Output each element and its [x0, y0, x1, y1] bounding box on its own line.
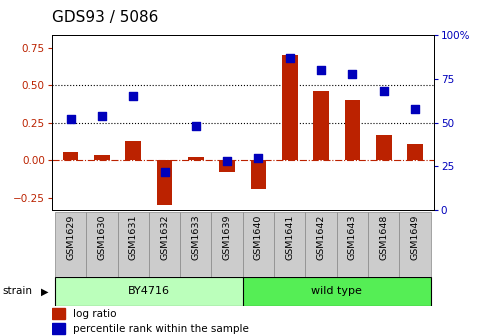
Bar: [157, 160, 173, 205]
Bar: [63, 152, 78, 160]
Bar: [368, 212, 399, 277]
Bar: [337, 212, 368, 277]
Point: [286, 55, 294, 61]
Bar: [313, 91, 329, 160]
Text: GSM1648: GSM1648: [379, 214, 388, 260]
Text: GSM1641: GSM1641: [285, 214, 294, 260]
Text: GSM1630: GSM1630: [98, 214, 106, 260]
Bar: [399, 212, 431, 277]
Text: GSM1631: GSM1631: [129, 214, 138, 260]
Bar: [52, 323, 65, 335]
Bar: [125, 141, 141, 160]
Text: strain: strain: [2, 287, 33, 296]
Bar: [117, 212, 149, 277]
Point: [67, 117, 74, 122]
Bar: [86, 212, 117, 277]
Bar: [250, 160, 266, 188]
Bar: [243, 277, 431, 306]
Bar: [94, 155, 110, 160]
Point: [349, 71, 356, 76]
Bar: [211, 212, 243, 277]
Text: GSM1642: GSM1642: [317, 214, 325, 260]
Bar: [243, 212, 274, 277]
Text: percentile rank within the sample: percentile rank within the sample: [73, 324, 248, 334]
Point: [317, 68, 325, 73]
Bar: [180, 212, 211, 277]
Bar: [52, 308, 65, 319]
Text: GSM1629: GSM1629: [66, 214, 75, 260]
Point: [161, 169, 169, 174]
Text: GSM1639: GSM1639: [223, 214, 232, 260]
Point: [129, 94, 137, 99]
Text: GSM1649: GSM1649: [411, 214, 420, 260]
Bar: [345, 100, 360, 160]
Bar: [306, 212, 337, 277]
Bar: [376, 135, 391, 160]
Bar: [274, 212, 306, 277]
Bar: [55, 277, 258, 306]
Text: ▶: ▶: [41, 287, 48, 296]
Point: [192, 123, 200, 129]
Bar: [55, 212, 86, 277]
Point: [98, 113, 106, 118]
Text: GSM1640: GSM1640: [254, 214, 263, 260]
Bar: [188, 157, 204, 160]
Bar: [407, 143, 423, 160]
Point: [223, 158, 231, 164]
Text: GSM1632: GSM1632: [160, 214, 169, 260]
Point: [411, 106, 419, 111]
Text: wild type: wild type: [311, 287, 362, 296]
Text: GSM1643: GSM1643: [348, 214, 357, 260]
Bar: [149, 212, 180, 277]
Point: [254, 155, 262, 160]
Text: log ratio: log ratio: [73, 309, 116, 319]
Text: GSM1633: GSM1633: [191, 214, 200, 260]
Point: [380, 88, 387, 94]
Bar: [282, 55, 298, 160]
Text: BY4716: BY4716: [128, 287, 170, 296]
Bar: [219, 160, 235, 172]
Text: GDS93 / 5086: GDS93 / 5086: [52, 10, 158, 25]
